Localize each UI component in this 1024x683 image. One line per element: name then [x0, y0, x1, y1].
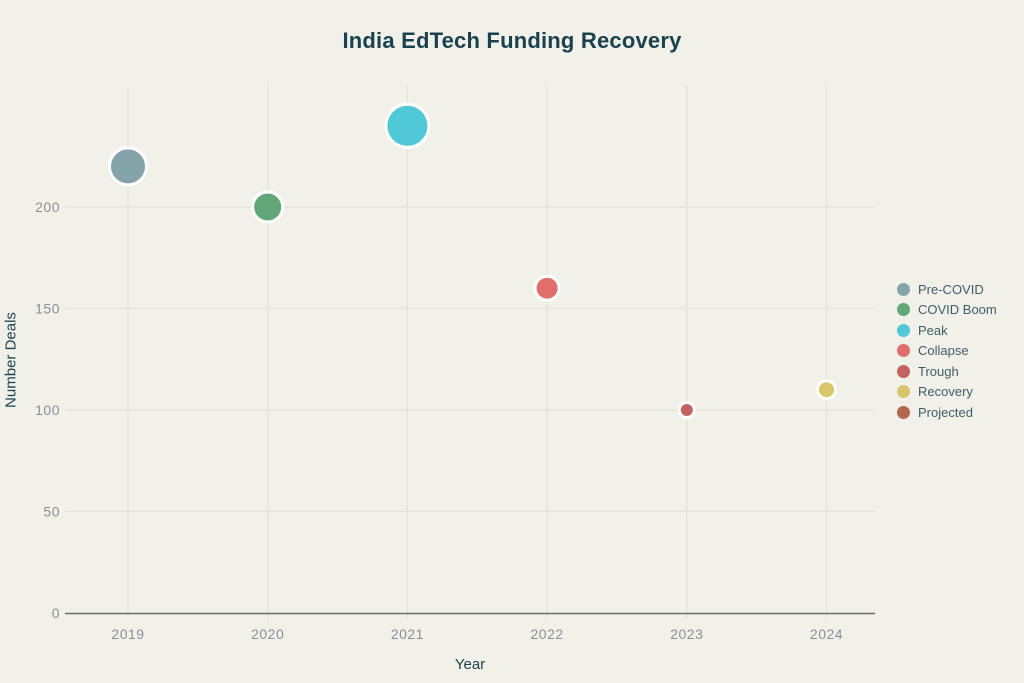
- y-tick-label-0: 0: [52, 605, 60, 621]
- legend-label: COVID Boom: [918, 302, 997, 318]
- y-tick-label-100: 100: [35, 402, 60, 418]
- legend-dot-icon: [897, 303, 910, 317]
- legend-dot-icon: [897, 405, 910, 419]
- bubble-collapse: [533, 274, 561, 302]
- legend-label: Trough: [918, 363, 959, 379]
- bubble-trough: [677, 401, 696, 419]
- legend-item-recovery: Recovery: [897, 382, 997, 403]
- bubble-covid-boom: [251, 190, 285, 224]
- legend-item-collapse: Collapse: [897, 341, 997, 362]
- x-tick-label-2022: 2022: [531, 626, 564, 642]
- y-tick-label-50: 50: [43, 504, 60, 520]
- legend-label: Pre-COVID: [918, 281, 984, 297]
- legend: Pre-COVID COVID Boom Peak Collapse Trough Rec…: [897, 279, 997, 423]
- x-tick-label-2023: 2023: [670, 626, 703, 642]
- y-tick-label-200: 200: [35, 199, 60, 215]
- legend-dot-icon: [897, 282, 910, 296]
- legend-label: Collapse: [918, 343, 969, 359]
- x-axis-title: Year: [454, 656, 486, 673]
- y-tick-label-150: 150: [35, 301, 60, 317]
- x-tick-label-2024: 2024: [810, 626, 843, 642]
- bubble-peak: [384, 102, 431, 149]
- legend-dot-icon: [897, 385, 910, 399]
- legend-label: Recovery: [918, 384, 973, 400]
- x-tick-label-2021: 2021: [391, 626, 424, 642]
- legend-item-peak: Peak: [897, 320, 997, 341]
- x-tick-label-2019: 2019: [111, 626, 144, 642]
- legend-dot-icon: [897, 344, 910, 358]
- legend-item-pre-covid: Pre-COVID: [897, 279, 997, 300]
- legend-label: Peak: [918, 322, 948, 338]
- bubble-recovery: [816, 379, 837, 401]
- bubble-pre-covid: [108, 146, 148, 187]
- legend-dot-icon: [897, 364, 910, 378]
- x-tick-label-2020: 2020: [251, 626, 284, 642]
- legend-dot-icon: [897, 323, 910, 337]
- legend-item-projected: Projected: [897, 402, 997, 423]
- legend-label: Projected: [918, 404, 973, 420]
- legend-item-trough: Trough: [897, 361, 997, 382]
- chart-title: India EdTech Funding Recovery: [342, 28, 682, 53]
- legend-item-covid-boom: COVID Boom: [897, 300, 997, 321]
